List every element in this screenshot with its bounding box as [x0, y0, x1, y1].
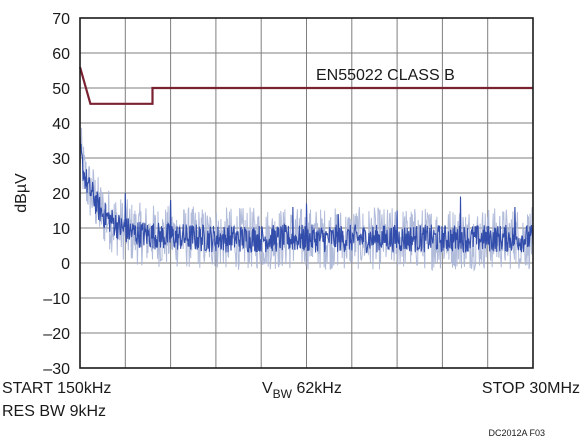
y-tick-label: 40: [52, 116, 70, 133]
chart-grid: [80, 18, 533, 368]
stop-frequency-label: STOP 30MHz: [482, 380, 580, 397]
vbw-label-rest: 62kHz: [292, 380, 342, 397]
y-tick-label: 30: [52, 151, 70, 168]
res-bw-label: RES BW 9kHz: [2, 403, 106, 420]
y-tick-label: 20: [52, 186, 70, 203]
start-frequency-label: START 150kHz: [2, 380, 111, 397]
y-axis-label: dBµV: [13, 173, 30, 213]
vbw-label-sub: BW: [273, 387, 293, 401]
limit-line-label: EN55022 CLASS B: [316, 67, 455, 84]
y-tick-label: –20: [43, 326, 70, 343]
y-tick-label: 50: [52, 81, 70, 98]
y-tick-label: 10: [52, 221, 70, 238]
noise-trace: [79, 127, 534, 272]
figure-id: DC2012A F03: [488, 428, 545, 438]
plot-frame: [79, 17, 534, 369]
y-tick-label: –10: [43, 291, 70, 308]
limit-line: [78, 66, 533, 105]
y-tick-label: 0: [61, 256, 70, 273]
y-tick-label: 70: [52, 11, 70, 28]
y-tick-labels: 70 60 50 40 30 20 10 0 –10 –20 –30: [43, 11, 70, 378]
noise-trace-average: [79, 134, 534, 254]
y-tick-label: –30: [43, 361, 70, 378]
vbw-label-main: V: [262, 380, 273, 397]
y-tick-label: 60: [52, 46, 70, 63]
vbw-label: VBW 62kHz: [262, 380, 342, 401]
